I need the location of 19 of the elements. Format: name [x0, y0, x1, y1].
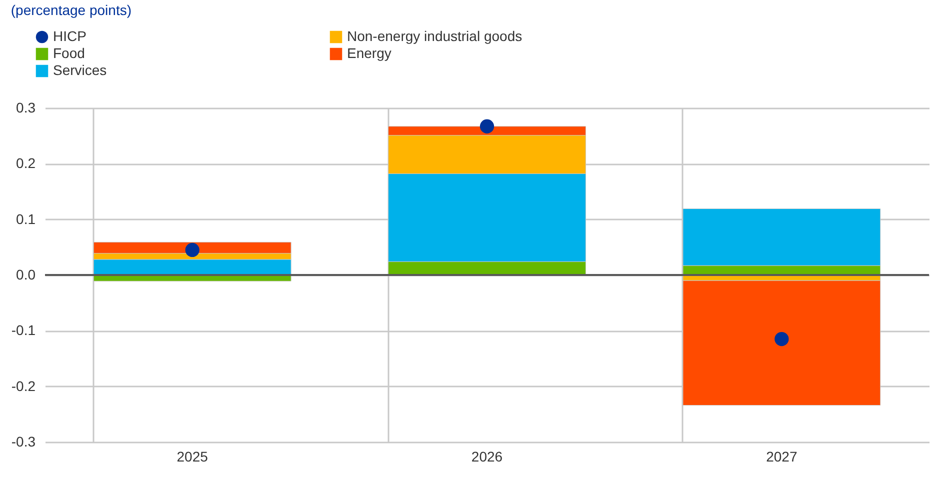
- legend-label: Energy: [347, 45, 392, 61]
- y-tick-label: 0.3: [16, 100, 36, 116]
- x-tick-label: 2027: [766, 448, 798, 464]
- y-tick-label: 0.0: [16, 266, 36, 282]
- y-tick-label: -0.1: [11, 322, 36, 338]
- point: [480, 119, 494, 134]
- y-tick-label: 0.2: [16, 155, 36, 172]
- x-tick-label: 2026: [471, 448, 503, 464]
- legend-label: HICP: [53, 28, 86, 44]
- y-tick-label: 0.1: [16, 210, 36, 227]
- legend-label: Non-energy industrial goods: [347, 28, 522, 44]
- y-tick-label: -0.2: [11, 378, 36, 394]
- x-tick-label: 2025: [176, 448, 208, 464]
- legend-label: Services: [53, 62, 107, 78]
- point: [774, 332, 789, 346]
- y-tick-label: -0.3: [11, 434, 36, 450]
- legend-label: Food: [53, 45, 85, 61]
- chart-title: (percentage points): [10, 2, 132, 18]
- point: [185, 242, 200, 258]
